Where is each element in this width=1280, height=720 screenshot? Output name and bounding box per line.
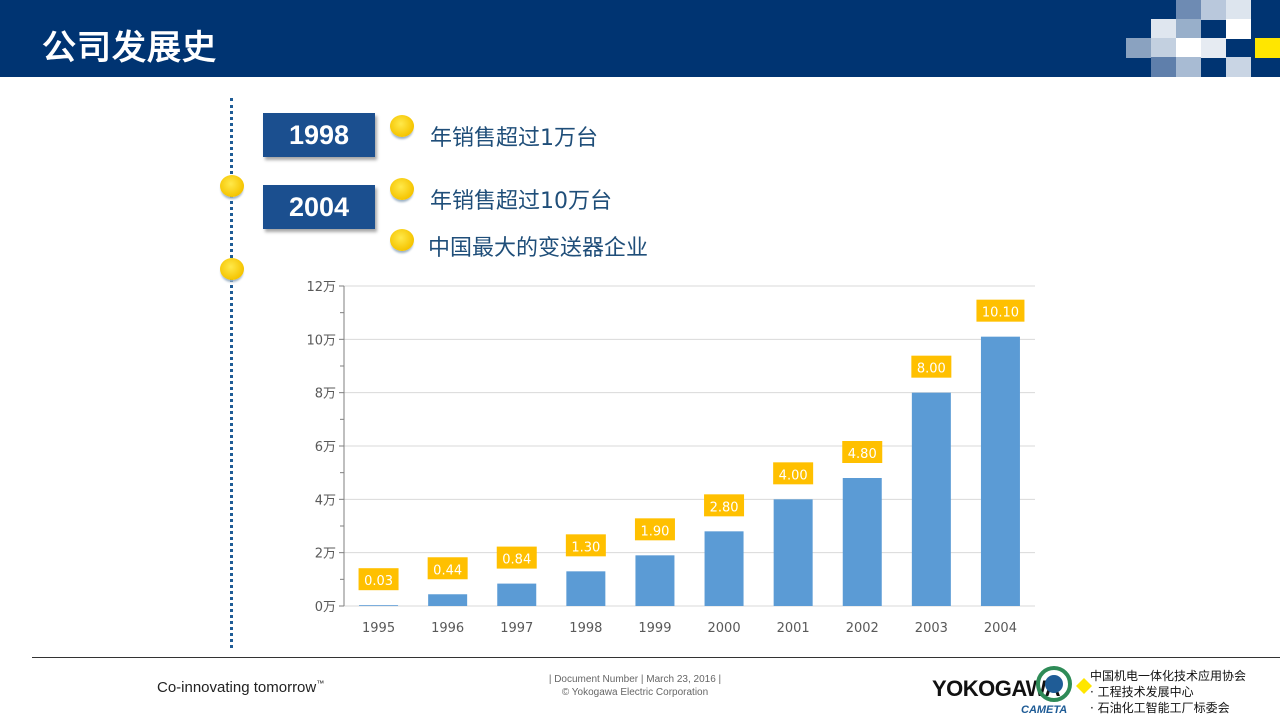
x-tick-label: 2001 (777, 621, 810, 636)
milestone-text: 年销售超过10万台 (430, 189, 612, 214)
decor-square (1176, 19, 1201, 39)
decor-square (1176, 38, 1201, 58)
decor-square (1176, 57, 1201, 77)
decor-square (1176, 0, 1201, 20)
milestone-text: 年销售超过1万台 (430, 126, 598, 151)
data-label-bg (773, 462, 814, 485)
year-box-1998: 1998 (263, 113, 375, 157)
data-label-bg (976, 299, 1025, 322)
data-label: 0.44 (433, 563, 462, 578)
decor-square (1226, 19, 1251, 39)
bar (428, 594, 468, 606)
bar (497, 583, 537, 606)
bar (773, 499, 813, 606)
data-label-bg (565, 534, 606, 557)
copyright-line: © Yokogawa Electric Corporation (561, 687, 709, 698)
y-tick-label: 2万 (315, 547, 336, 562)
decor-square (1126, 38, 1151, 58)
bullet-icon (390, 178, 414, 200)
data-label: 8.00 (917, 362, 946, 377)
data-label-bg (496, 546, 537, 569)
data-label: 1.90 (640, 524, 669, 539)
y-tick-label: 12万 (306, 280, 336, 295)
document-number-line: | Document Number | March 23, 2016 | (548, 674, 722, 685)
data-label-bg (634, 518, 675, 541)
x-tick-label: 1998 (569, 621, 602, 636)
x-tick-label: 1996 (431, 621, 464, 636)
data-label-bg (358, 568, 399, 591)
decor-square (1255, 38, 1280, 58)
y-tick-label: 10万 (306, 333, 336, 348)
timeline-dot (220, 258, 244, 280)
header-bar: 公司发展史 (0, 0, 1280, 77)
data-label: 4.00 (779, 468, 808, 483)
bar (635, 555, 675, 606)
page-title: 公司发展史 (42, 28, 217, 68)
cameta-logo-icon (1036, 666, 1092, 702)
decor-square (1151, 38, 1176, 58)
data-label: 10.10 (982, 306, 1019, 321)
data-label-bg (427, 557, 468, 580)
data-label: 0.03 (364, 574, 393, 589)
data-label-bg (842, 441, 883, 463)
decor-square (1226, 0, 1251, 20)
x-tick-label: 2003 (915, 621, 948, 636)
bar (842, 478, 882, 606)
decor-square (1226, 57, 1251, 77)
cameta-label: CAMETA (1021, 704, 1068, 716)
bar (911, 392, 951, 606)
x-tick-label: 1997 (500, 621, 533, 636)
bullet-icon (390, 229, 414, 251)
data-label-bg (704, 494, 745, 517)
x-tick-label: 1995 (362, 621, 395, 636)
x-tick-label: 2000 (708, 621, 741, 636)
bullet-icon (390, 115, 414, 137)
data-label-bg (911, 355, 952, 378)
bar (704, 531, 744, 606)
bar (359, 605, 399, 606)
bar (566, 571, 606, 606)
data-label: 1.30 (571, 540, 600, 555)
x-tick-label: 2004 (984, 621, 1017, 636)
y-tick-label: 0万 (315, 600, 336, 615)
org-line: · 石油化工智能工厂标委会 (1090, 701, 1230, 715)
year-box-2004: 2004 (263, 185, 375, 229)
y-tick-label: 6万 (315, 440, 336, 455)
x-tick-label: 1999 (638, 621, 671, 636)
bar (980, 336, 1020, 606)
footer-tagline: Co-innovating tomorrow™ (157, 679, 325, 696)
org-line: · 工程技术发展中心 (1090, 685, 1194, 699)
decor-square (1201, 38, 1226, 58)
footer-divider (32, 657, 1280, 658)
sales-bar-chart: 0万 2万 4万 6万 8万 10万 12万 0.03 1995 0.44 1996 0.84 1997… (306, 280, 1035, 636)
document-info: | Document Number | March 23, 2016 | © Y… (480, 673, 790, 699)
timeline-line (230, 98, 233, 648)
data-label: 4.80 (848, 447, 877, 462)
x-tick-label: 2002 (846, 621, 879, 636)
data-label: 0.84 (502, 553, 531, 568)
org-line: 中国机电一体化技术应用协会 (1090, 669, 1247, 683)
decor-square (1201, 0, 1226, 20)
milestone-text: 中国最大的变送器企业 (428, 236, 649, 261)
decor-square (1151, 57, 1176, 77)
y-tick-label: 4万 (315, 493, 336, 508)
decor-square (1151, 19, 1176, 39)
y-tick-label: 8万 (315, 387, 336, 402)
timeline-dot (220, 175, 244, 197)
data-label: 2.80 (710, 500, 739, 515)
